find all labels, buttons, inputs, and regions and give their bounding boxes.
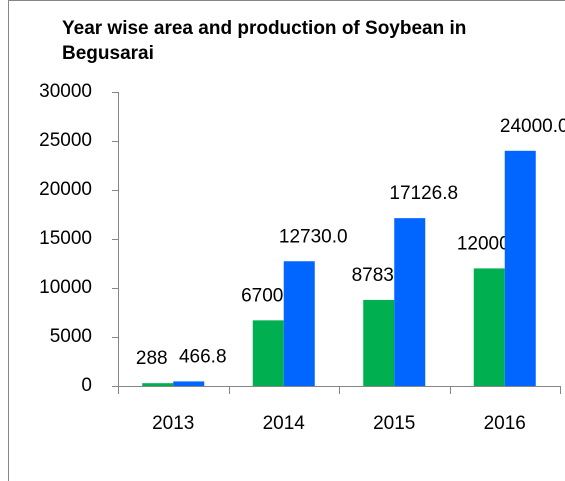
- value-label: 6700: [241, 285, 283, 306]
- x-tick-label: 2016: [484, 413, 526, 434]
- y-tick-label: 30000: [39, 81, 92, 102]
- bar: [142, 383, 174, 386]
- y-tick-label: 15000: [39, 228, 92, 249]
- bar: [504, 150, 536, 386]
- value-label: 12000: [457, 233, 510, 254]
- x-tick-label: 2015: [373, 413, 415, 434]
- x-tick-label: 2013: [152, 413, 194, 434]
- y-tick-label: 10000: [39, 277, 92, 298]
- value-label: 17126.8: [389, 183, 458, 204]
- value-label: 24000.0: [500, 116, 565, 137]
- x-tick-label: 2014: [263, 413, 306, 434]
- y-tick-label: 5000: [50, 326, 92, 347]
- bar: [252, 320, 284, 386]
- value-label: 12730.0: [279, 226, 348, 247]
- chart-title: Year wise area and production of Soybean…: [62, 18, 467, 64]
- value-label: 8783: [352, 265, 394, 286]
- y-tick-label: 0: [81, 375, 92, 396]
- bar: [173, 381, 205, 386]
- y-tick-label: 25000: [39, 130, 92, 151]
- value-label: 466.8: [179, 346, 227, 367]
- bar: [363, 299, 395, 386]
- value-label: 288: [136, 348, 168, 369]
- bar: [394, 218, 426, 386]
- bar: [473, 268, 505, 386]
- y-tick-label: 20000: [39, 179, 92, 200]
- bar: [283, 261, 315, 386]
